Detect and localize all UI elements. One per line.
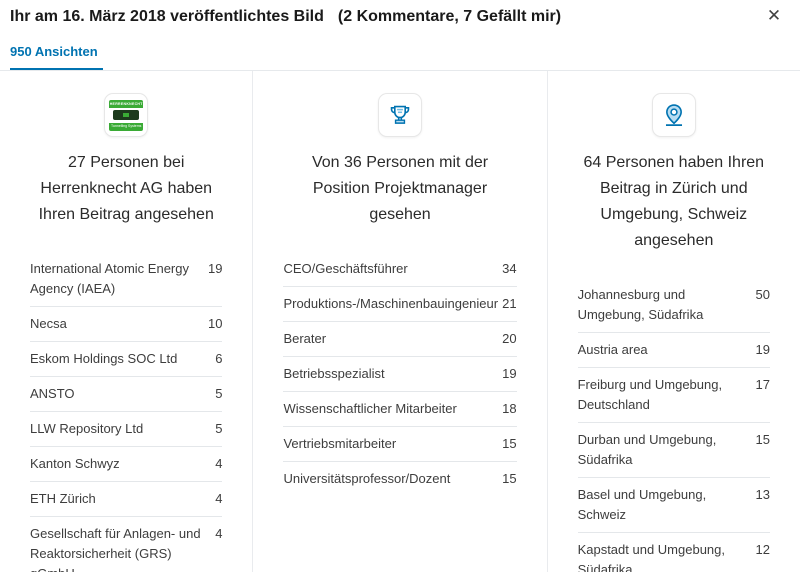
tab-views[interactable]: 950 Ansichten	[10, 44, 103, 70]
list-item-value: 6	[215, 351, 223, 366]
list-item-value: 13	[755, 487, 771, 502]
list-item-label: Kapstadt und Umgebung, Südafrika	[577, 542, 725, 572]
list-item: Eskom Holdings SOC Ltd 6	[30, 342, 223, 377]
list-item: Universitätsprofessor/Dozent 15	[283, 462, 516, 496]
modal-header: Ihr am 16. März 2018 veröffentlichtes Bi…	[0, 0, 800, 26]
list-item-label: Necsa	[30, 316, 67, 331]
list-item-value: 34	[502, 261, 517, 276]
list-item-label: CEO/Geschäftsführer	[283, 261, 408, 276]
engagement-summary: (2 Kommentare, 7 Gefällt mir)	[337, 8, 562, 25]
list-item: LLW Repository Ltd 5	[30, 412, 223, 447]
position-icon-card	[378, 93, 422, 137]
list-item-value: 15	[502, 436, 517, 451]
list-item-value: 18	[502, 401, 517, 416]
list-item-label: ANSTO	[30, 386, 75, 401]
company-views-panel: HERRENKNECHT Tunnelling Systems 27 Perso…	[0, 71, 254, 572]
list-item: ETH Zürich 4	[30, 482, 223, 517]
list-item: Durban und Umgebung, Südafrika 15	[577, 423, 771, 478]
close-button[interactable]: ✕	[762, 4, 786, 28]
list-item: Wissenschaftlicher Mitarbeiter 18	[283, 392, 517, 427]
list-item-label: International Atomic Energy Agency (IAEA…	[30, 261, 189, 296]
logo-machine-band	[109, 107, 144, 123]
list-item: Produktions-/Maschinenbauingenieur 21	[283, 287, 517, 322]
list-item-label: Berater	[283, 331, 327, 346]
list-item-value: 15	[755, 432, 771, 447]
list-item-label: Freiburg und Umgebung, Deutschland	[577, 377, 723, 412]
list-item: Berater 20	[283, 322, 517, 357]
company-icon-card: HERRENKNECHT Tunnelling Systems	[104, 93, 149, 137]
list-item: Betriebsspezialist 19	[283, 357, 517, 392]
list-item: Kanton Schwyz 4	[30, 447, 223, 482]
list-item: Basel und Umgebung, Schweiz 13	[577, 478, 771, 533]
list-item-label: Eskom Holdings SOC Ltd	[30, 351, 178, 366]
list-item: Austria area 19	[577, 333, 771, 368]
location-views-heading: 64 Personen haben Ihren Beitrag in Züric…	[583, 154, 765, 249]
list-item-label: Betriebsspezialist	[283, 366, 385, 381]
list-item-label: Wissenschaftlicher Mitarbeiter	[283, 401, 457, 416]
list-item: Johannesburg und Umgebung, Südafrika 50	[577, 278, 771, 333]
list-item-value: 50	[755, 287, 771, 302]
list-item: Necsa 10	[30, 307, 223, 342]
list-item-value: 4	[215, 491, 223, 506]
location-list: Johannesburg und Umgebung, Südafrika 50 …	[577, 278, 771, 572]
list-item-value: 4	[215, 456, 223, 471]
list-item-label: Durban und Umgebung, Südafrika	[577, 432, 717, 467]
close-icon: ✕	[766, 6, 782, 26]
list-item-value: 19	[207, 261, 223, 276]
logo-text-top: HERRENKNECHT	[109, 101, 143, 106]
list-item-label: Produktions-/Maschinenbauingenieur	[283, 296, 499, 311]
list-item-label: Gesellschaft für Anlagen- und Reaktorsic…	[30, 526, 201, 572]
position-views-heading: Von 36 Personen mit der Position Projekt…	[311, 154, 489, 223]
logo-text-bottom: Tunnelling Systems	[111, 123, 142, 128]
list-item: CEO/Geschäftsführer 34	[283, 252, 517, 287]
list-item: International Atomic Energy Agency (IAEA…	[30, 252, 223, 307]
list-item-label: Johannesburg und Umgebung, Südafrika	[577, 287, 704, 322]
list-item-value: 20	[502, 331, 517, 346]
list-item-value: 5	[215, 421, 223, 436]
position-views-panel: Von 36 Personen mit der Position Projekt…	[253, 71, 548, 572]
list-item-label: Austria area	[577, 342, 648, 357]
trophy-icon	[390, 105, 410, 124]
list-item-value: 12	[755, 542, 771, 557]
list-item: ANSTO 5	[30, 377, 223, 412]
list-item-label: ETH Zürich	[30, 491, 96, 506]
location-pin-icon	[665, 104, 682, 126]
location-icon-card	[651, 93, 696, 137]
logo-machine-shape	[113, 110, 140, 120]
herrenknecht-logo-icon: HERRENKNECHT Tunnelling Systems	[109, 99, 144, 131]
list-item-value: 19	[502, 366, 517, 381]
list-item-value: 19	[755, 342, 771, 357]
list-item: Freiburg und Umgebung, Deutschland 17	[577, 368, 771, 423]
position-list: CEO/Geschäftsführer 34 Produktions-/Masc…	[283, 252, 517, 496]
company-views-heading: 27 Personen bei Herrenknecht AG haben Ih…	[38, 154, 214, 223]
list-item-label: Kanton Schwyz	[30, 456, 120, 471]
list-item-label: Universitätsprofessor/Dozent	[283, 471, 451, 486]
list-item-value: 10	[207, 316, 223, 331]
list-item-label: Basel und Umgebung, Schweiz	[577, 487, 707, 522]
location-views-panel: 64 Personen haben Ihren Beitrag in Züric…	[548, 71, 800, 572]
list-item-value: 15	[502, 471, 517, 486]
list-item-value: 4	[215, 526, 223, 541]
page-title: Ihr am 16. März 2018 veröffentlichtes Bi…	[10, 8, 324, 25]
list-item-value: 5	[215, 386, 223, 401]
list-item: Gesellschaft für Anlagen- und Reaktorsic…	[30, 517, 222, 572]
company-list: International Atomic Energy Agency (IAEA…	[30, 252, 223, 572]
list-item: Vertriebsmitarbeiter 15	[283, 427, 517, 462]
list-item-label: LLW Repository Ltd	[30, 421, 144, 436]
list-item-label: Vertriebsmitarbeiter	[283, 436, 397, 451]
list-item-value: 17	[755, 377, 771, 392]
list-item-value: 21	[502, 296, 517, 311]
tab-bar: 950 Ansichten	[0, 43, 800, 71]
list-item: Kapstadt und Umgebung, Südafrika 12	[578, 533, 770, 572]
analytics-panels: HERRENKNECHT Tunnelling Systems 27 Perso…	[0, 71, 800, 572]
